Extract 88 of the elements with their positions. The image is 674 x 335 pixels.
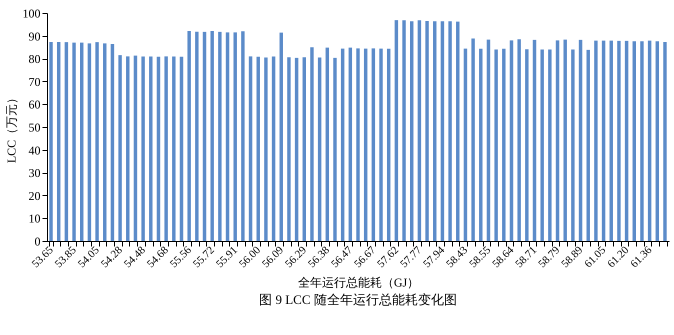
bar (80, 42, 84, 241)
y-tick-label: 20 (28, 188, 40, 203)
bar (134, 56, 138, 241)
bar (563, 40, 567, 241)
bar (164, 56, 168, 241)
bar (218, 32, 222, 241)
y-axis-title: LCC（万元） (4, 92, 18, 164)
bar (448, 21, 452, 241)
bar (617, 40, 621, 241)
bar (141, 56, 145, 241)
bar (272, 56, 276, 241)
bar (256, 56, 260, 241)
bar (486, 40, 490, 241)
bar (471, 38, 475, 241)
bar (340, 48, 344, 241)
bar (394, 20, 398, 241)
bar (226, 32, 230, 241)
bar (556, 40, 560, 241)
bar (648, 40, 652, 241)
y-tick-label: 30 (28, 166, 40, 180)
text: 图 9 LCC 随全年运行总能耗变化图 (259, 292, 457, 308)
x-axis-title: 全年运行总能耗（GJ） (298, 276, 420, 290)
bar (118, 55, 122, 241)
bar (663, 42, 667, 241)
bar (479, 48, 483, 241)
bar (440, 21, 444, 241)
bar (210, 31, 214, 241)
bar (602, 40, 606, 241)
bar (372, 48, 376, 241)
bar (241, 31, 245, 241)
y-tick-label: 80 (28, 52, 40, 66)
bar (418, 20, 422, 241)
y-tick-label: 70 (28, 74, 40, 89)
bar (502, 48, 506, 241)
bar (624, 40, 628, 241)
bar (517, 39, 521, 241)
bar (233, 32, 237, 241)
bar (294, 58, 298, 241)
y-tick-label: 90 (28, 29, 40, 44)
bar (302, 57, 306, 241)
y-tick-label: 50 (28, 120, 40, 134)
y-tick-label: 60 (28, 98, 40, 112)
y-tick-label: 100 (22, 6, 40, 20)
bar (156, 56, 160, 241)
y-tick-label: 40 (28, 143, 40, 158)
bar (64, 42, 68, 241)
bar (548, 49, 552, 241)
bar (632, 41, 636, 241)
bar (326, 48, 330, 241)
bar (310, 47, 314, 241)
bar (287, 57, 291, 241)
bar (280, 32, 283, 241)
bar (656, 41, 660, 241)
bar (464, 48, 468, 241)
bar (410, 21, 414, 241)
bar (494, 49, 498, 241)
bar (610, 40, 613, 241)
bar (425, 20, 429, 241)
y-tick-label: 10 (28, 212, 40, 226)
bar (594, 40, 598, 241)
bar (640, 41, 644, 241)
bar (264, 57, 268, 241)
bar (433, 21, 436, 241)
bar (248, 56, 252, 241)
bar (402, 20, 406, 241)
bar (195, 32, 199, 241)
bar (187, 31, 191, 241)
bar (586, 50, 590, 241)
bar (149, 56, 153, 241)
bar (348, 48, 352, 241)
bar (318, 57, 322, 241)
bar (126, 56, 130, 241)
bar (88, 43, 92, 241)
bar (456, 22, 460, 241)
y-tick-label: 0 (34, 234, 40, 248)
bar (49, 42, 53, 241)
bar (525, 49, 529, 241)
bar (95, 42, 99, 241)
bar (72, 42, 76, 241)
bar (540, 49, 544, 241)
bar (578, 40, 582, 241)
bar (386, 48, 390, 241)
bar (103, 43, 106, 241)
bar (571, 49, 575, 241)
bar (56, 42, 60, 241)
bar (172, 56, 176, 241)
bar (110, 44, 114, 241)
bar (364, 48, 368, 241)
